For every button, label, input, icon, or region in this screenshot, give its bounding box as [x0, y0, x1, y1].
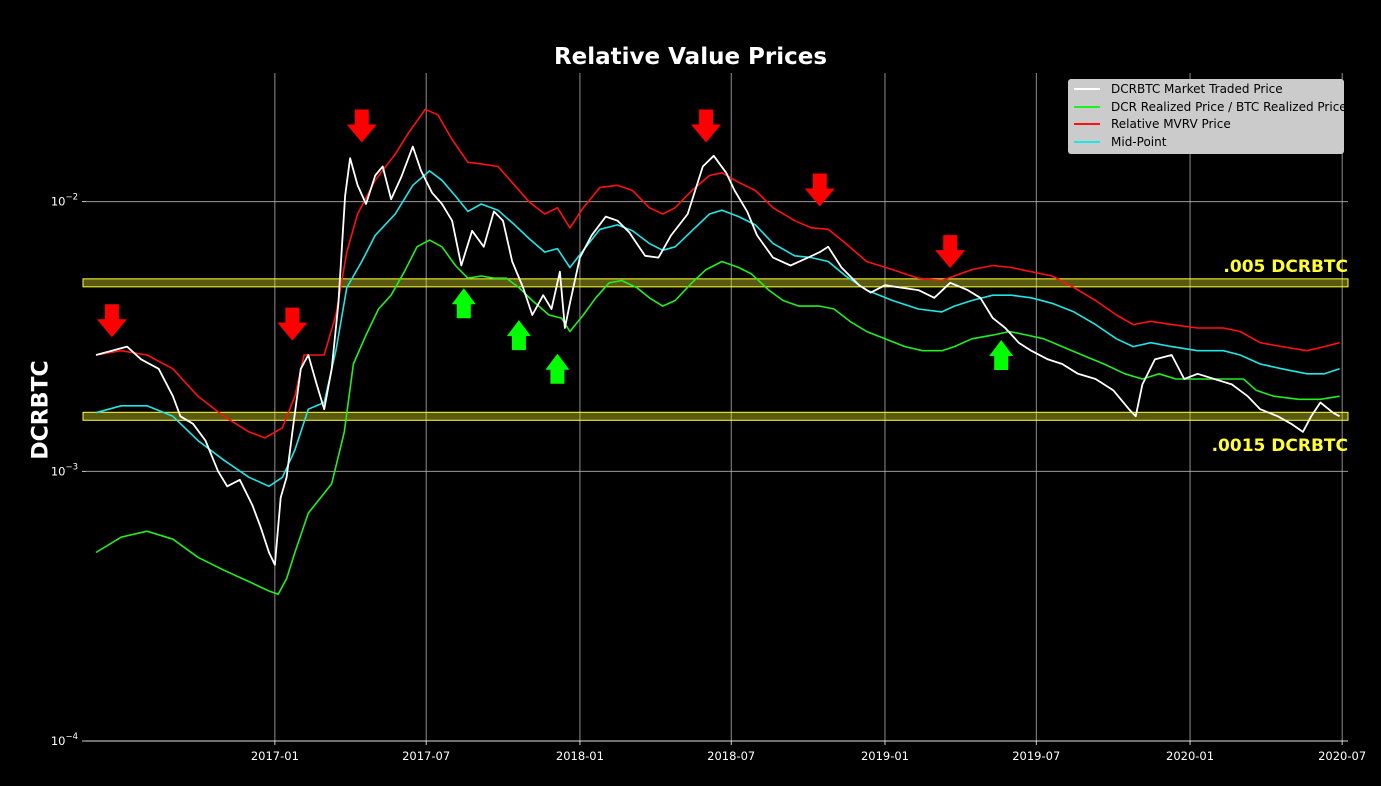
x-tick-label: 2020-01 [1166, 749, 1214, 763]
sell-arrow-icon [935, 235, 966, 269]
x-tick-label: 2018-01 [556, 749, 604, 763]
axes: 2017-01 2017-07 2018-01 2018-07 2019-01 2019-… [51, 193, 1366, 763]
buy-arrow-icon [989, 340, 1014, 370]
legend-swatch [1074, 106, 1100, 108]
band-label-upper: .005 DCRBTC [1223, 256, 1348, 277]
chart-title: Relative Value Prices [553, 44, 828, 70]
sell-arrow-icon [804, 173, 835, 207]
legend-label: DCR Realized Price / BTC Realized Price [1111, 100, 1347, 114]
sell-arrow-icon [346, 109, 377, 143]
legend-entry: DCRBTC Market Traded Price [1074, 81, 1283, 97]
x-tick-label: 2019-07 [1012, 749, 1060, 763]
legend-swatch [1074, 123, 1100, 125]
series-lines [95, 108, 1341, 596]
series-line-1 [95, 239, 1340, 596]
legend-entry: Relative MVRV Price [1074, 116, 1231, 132]
reference-band [82, 411, 1349, 421]
x-tick-label: 2017-01 [251, 749, 299, 763]
series-line-2 [95, 108, 1340, 439]
legend: DCRBTC Market Traded Price DCR Realized … [1068, 79, 1347, 154]
legend-label: DCRBTC Market Traded Price [1111, 82, 1283, 96]
x-tick-label: 2019-01 [861, 749, 909, 763]
y-tick-label: 10−2 [51, 193, 78, 209]
legend-label: Relative MVRV Price [1111, 117, 1231, 131]
x-tick-label: 2018-07 [707, 749, 755, 763]
legend-entry: Mid-Point [1074, 134, 1166, 150]
x-tick-label: 2017-07 [402, 749, 450, 763]
band-label-lower: .0015 DCRBTC [1211, 436, 1348, 457]
reference-band [82, 278, 1349, 288]
legend-label: Mid-Point [1111, 135, 1167, 149]
legend-entry: DCR Realized Price / BTC Realized Price [1074, 99, 1347, 115]
signal-arrows [96, 109, 1014, 384]
buy-arrow-icon [506, 320, 531, 351]
y-axis-title: DCRBTC [28, 360, 54, 460]
sell-arrow-icon [96, 304, 127, 338]
series-line-0 [95, 145, 1341, 566]
sell-arrow-icon [277, 307, 308, 341]
sell-arrow-icon [691, 109, 722, 143]
y-tick-label: 10−3 [51, 462, 78, 478]
legend-swatch [1074, 88, 1100, 90]
reference-bands [82, 278, 1349, 421]
buy-arrow-icon [451, 288, 476, 319]
x-tick-label: 2020-07 [1318, 749, 1366, 763]
legend-swatch [1074, 141, 1100, 143]
buy-arrow-icon [545, 353, 570, 384]
y-tick-label: 10−4 [51, 732, 78, 748]
